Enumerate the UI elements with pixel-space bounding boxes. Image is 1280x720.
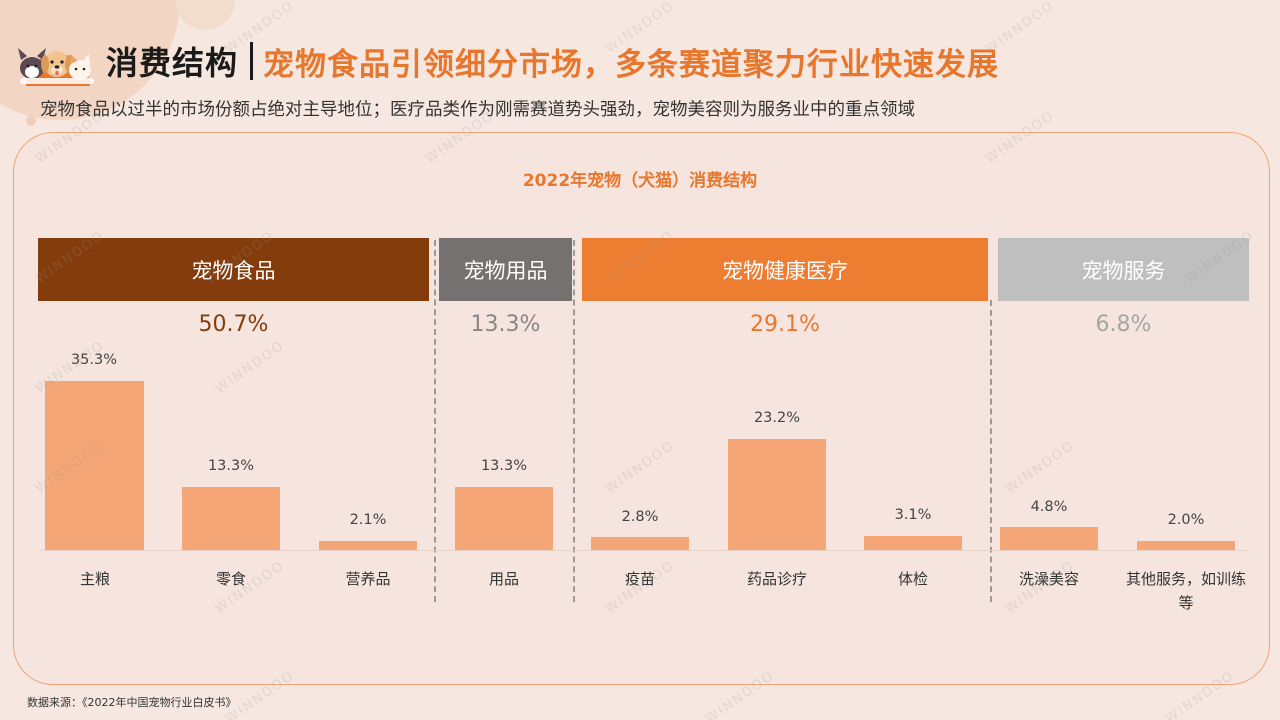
title-main: 消费结构 <box>106 44 239 82</box>
category-total-service: 6.8% <box>1095 312 1152 337</box>
page-subtitle: 宠物食品以过半的市场份额占绝对主导地位；医疗品类作为刚需赛道势头强劲，宠物美容则… <box>40 100 915 120</box>
pets-dog-cat-icon <box>18 48 94 86</box>
bar-vaccine <box>591 537 689 550</box>
category-header-food: 宠物食品 <box>38 238 429 301</box>
category-total-medical: 29.1% <box>750 312 820 337</box>
chart-title: 2022年宠物（犬猫）消费结构 <box>522 171 758 191</box>
group-divider <box>434 240 436 602</box>
bar-label: 主粮 <box>79 570 110 588</box>
group-divider <box>573 240 575 602</box>
x-axis-baseline <box>38 550 1250 551</box>
decorative-circle <box>175 0 235 30</box>
title-separator <box>250 42 254 80</box>
bar-main-food <box>45 381 144 550</box>
bar-medicine <box>728 439 826 550</box>
bar-label: 体检 <box>897 570 928 588</box>
bar-value: 3.1% <box>894 507 932 523</box>
bar-value: 2.8% <box>621 509 659 525</box>
bar-other-services <box>1137 541 1235 550</box>
bar-label: 用品 <box>488 570 519 588</box>
category-header-service: 宠物服务 <box>998 238 1249 301</box>
category-total-food: 50.7% <box>198 312 269 337</box>
bar-value: 4.8% <box>1030 499 1068 515</box>
bar-label: 洗澡美容 <box>1018 570 1079 588</box>
category-header-supplies: 宠物用品 <box>439 238 572 301</box>
category-header-medical: 宠物健康医疗 <box>582 238 988 301</box>
bar-label: 药品诊疗 <box>746 570 807 588</box>
bar-label: 营养品 <box>345 570 391 588</box>
bar-snacks <box>182 487 280 550</box>
chart-card <box>13 132 1270 685</box>
bar-value: 23.2% <box>753 410 801 426</box>
bar-value: 2.0% <box>1167 512 1205 528</box>
page-title: 消费结构 宠物食品引领细分市场，多条赛道聚力行业快速发展 <box>106 38 999 84</box>
data-source: 数据来源：《2022年中国宠物行业白皮书》 <box>27 696 237 709</box>
bar-value: 13.3% <box>480 458 528 474</box>
decorative-dot <box>26 116 36 126</box>
bar-value: 35.3% <box>70 352 118 368</box>
title-headline: 宠物食品引领细分市场，多条赛道聚力行业快速发展 <box>263 46 1000 83</box>
bar-label: 疫苗 <box>624 570 655 588</box>
category-total-supplies: 13.3% <box>470 312 541 337</box>
bar-value: 2.1% <box>349 512 387 528</box>
bar-grooming <box>1000 527 1098 550</box>
bar-supplies <box>455 487 553 550</box>
bar-label: 零食 <box>215 570 246 588</box>
bar-checkup <box>864 536 962 550</box>
group-divider <box>990 300 992 602</box>
bar-supplements <box>319 541 417 550</box>
bar-label: 其他服务，如训练等 <box>1125 570 1246 612</box>
bar-value: 13.3% <box>207 458 255 474</box>
